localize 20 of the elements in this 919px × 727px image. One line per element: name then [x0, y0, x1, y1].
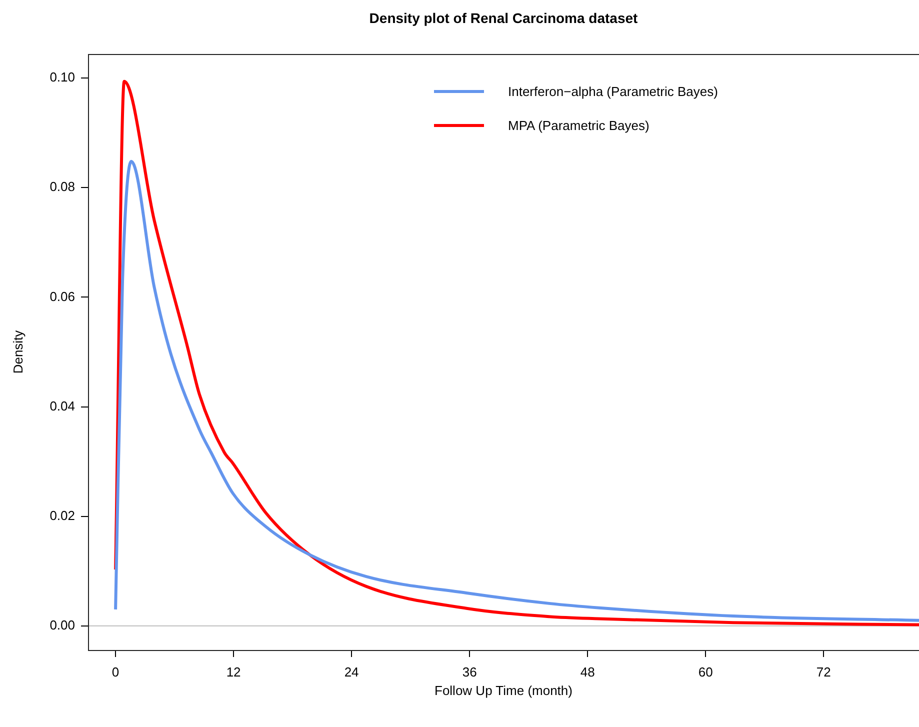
- x-tick-label: 72: [816, 664, 831, 680]
- chart-title: Density plot of Renal Carcinoma dataset: [368, 10, 639, 26]
- line-series: [114, 160, 919, 622]
- x-tick-label: 0: [112, 664, 120, 680]
- line-series: [114, 80, 919, 626]
- legend-label: MPA (Parametric Bayes): [508, 118, 650, 132]
- y-tick-label: 0.04: [50, 398, 75, 414]
- legend-label: Interferon−alpha (Parametric Bayes): [508, 84, 718, 98]
- y-tick-label: 0.06: [50, 288, 75, 304]
- x-tick-label: 48: [580, 664, 595, 680]
- y-tick-label: 0.08: [50, 179, 75, 194]
- y-tick-label: 0.02: [50, 508, 75, 523]
- x-tick-label: 60: [698, 664, 713, 680]
- x-tick-label: 36: [462, 664, 477, 680]
- y-tick-label: 0.00: [50, 617, 75, 632]
- y-axis-title: Density: [10, 330, 26, 374]
- x-axis-title: Follow Up Time (month): [434, 683, 574, 698]
- y-tick-label: 0.10: [50, 70, 75, 85]
- x-tick-label: 24: [344, 664, 359, 680]
- x-tick-label: 12: [226, 664, 241, 680]
